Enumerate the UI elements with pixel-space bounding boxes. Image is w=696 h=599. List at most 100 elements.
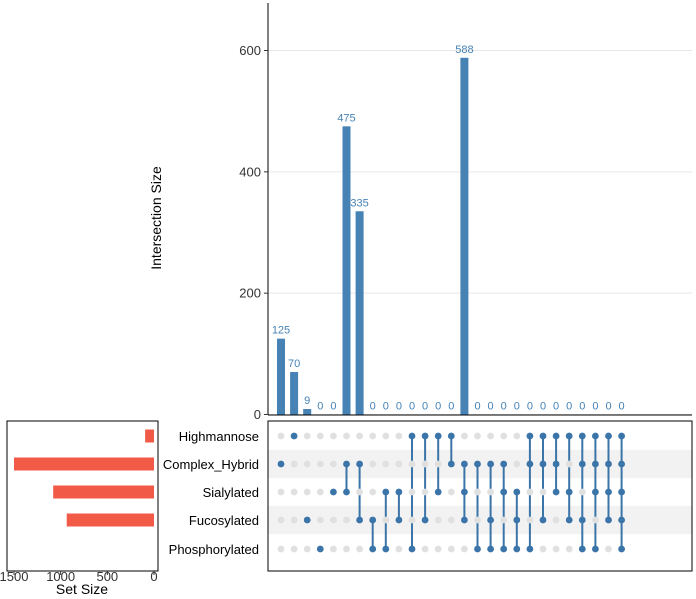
matrix-dot-inactive — [474, 516, 481, 524]
intersection-bar — [303, 409, 312, 415]
intersection-y-tick-label: 0 — [254, 407, 261, 422]
matrix-dot-inactive — [343, 545, 350, 553]
matrix-dot-active — [421, 432, 429, 440]
matrix-dot-active — [487, 460, 494, 468]
matrix-dot-active — [513, 488, 521, 496]
matrix-dot-inactive — [303, 488, 311, 496]
matrix-dot-active — [539, 516, 547, 524]
matrix-dot-active — [578, 516, 586, 524]
set-size-bar — [66, 513, 154, 527]
matrix-dots — [277, 432, 625, 553]
matrix-dot-inactive — [330, 432, 337, 440]
matrix-dot-active — [513, 545, 521, 553]
matrix-dot-inactive — [526, 516, 534, 524]
matrix-dot-inactive — [356, 545, 363, 553]
set-label: Highmannose — [179, 429, 259, 444]
matrix-dot-inactive — [447, 545, 455, 553]
matrix-dot-inactive — [474, 488, 481, 496]
set-size-x-axis: 1500 1000 500 0 — [0, 569, 158, 584]
intersection-bar-label: 0 — [592, 401, 598, 413]
intersection-matrix — [267, 420, 693, 572]
intersection-bar-label: 588 — [455, 44, 473, 56]
matrix-dot-active — [474, 460, 481, 468]
matrix-border — [267, 420, 693, 572]
set-size-x-tick-label: 1500 — [0, 569, 28, 584]
intersection-y-tick-label: 200 — [239, 286, 261, 301]
intersection-bar-label: 0 — [409, 401, 415, 413]
matrix-dot-inactive — [447, 516, 455, 524]
matrix-dot-inactive — [487, 432, 494, 440]
matrix-dot-inactive — [356, 432, 363, 440]
intersection-bar-label: 0 — [317, 401, 323, 413]
matrix-dot-inactive — [539, 545, 547, 553]
intersection-bar-label: 9 — [304, 395, 310, 407]
matrix-dot-active — [618, 488, 625, 496]
matrix-dot-active — [421, 516, 429, 524]
matrix-dot-active — [618, 516, 625, 524]
matrix-dot-inactive — [421, 460, 429, 468]
matrix-dot-active — [356, 460, 363, 468]
intersection-bar-label: 0 — [435, 401, 441, 413]
set-size-x-tick-label: 0 — [150, 569, 157, 584]
matrix-dot-active — [565, 516, 573, 524]
intersection-bar-label: 335 — [350, 197, 368, 209]
matrix-dot-active — [618, 545, 625, 553]
matrix-dot-active — [618, 460, 625, 468]
matrix-dot-active — [277, 460, 285, 468]
matrix-dot-inactive — [434, 545, 442, 553]
intersection-bar-label: 0 — [474, 401, 480, 413]
set-size-axis-title: Set Size — [56, 581, 108, 597]
matrix-dot-active — [474, 545, 481, 553]
matrix-dot-inactive — [330, 545, 337, 553]
matrix-dot-active — [605, 432, 612, 440]
intersection-bar — [342, 126, 351, 415]
matrix-dot-active — [395, 516, 403, 524]
matrix-dot-inactive — [382, 432, 390, 440]
matrix-dot-inactive — [303, 545, 311, 553]
matrix-dot-inactive — [356, 488, 363, 496]
matrix-dot-inactive — [343, 516, 350, 524]
matrix-dot-inactive — [513, 432, 521, 440]
matrix-dot-inactive — [316, 460, 324, 468]
set-size-bar — [145, 429, 154, 443]
matrix-dot-inactive — [447, 488, 455, 496]
set-size-bar — [53, 485, 155, 499]
matrix-dot-active — [605, 460, 612, 468]
intersection-bar-label: 0 — [370, 401, 376, 413]
intersection-bars — [277, 57, 469, 415]
intersection-bar-label: 0 — [527, 401, 533, 413]
matrix-dot-inactive — [526, 488, 534, 496]
matrix-dot-inactive — [461, 545, 468, 553]
intersection-bar — [355, 211, 364, 415]
matrix-dot-inactive — [421, 488, 429, 496]
matrix-dot-active — [605, 516, 612, 524]
matrix-dot-active — [316, 545, 324, 553]
matrix-dot-active — [408, 545, 416, 553]
matrix-dot-active — [592, 460, 599, 468]
matrix-dot-inactive — [330, 460, 337, 468]
intersection-bar-label: 0 — [422, 401, 428, 413]
matrix-dot-inactive — [434, 516, 442, 524]
intersection-bar-label: 0 — [448, 401, 454, 413]
matrix-dot-active — [526, 432, 534, 440]
matrix-dot-inactive — [395, 432, 403, 440]
matrix-dot-active — [526, 545, 534, 553]
matrix-dot-inactive — [461, 432, 468, 440]
matrix-dot-active — [395, 488, 403, 496]
matrix-dot-active — [461, 460, 468, 468]
matrix-dot-inactive — [369, 432, 377, 440]
matrix-dot-inactive — [382, 516, 390, 524]
matrix-dot-inactive — [290, 488, 298, 496]
matrix-dot-inactive — [316, 488, 324, 496]
intersection-bar-label: 0 — [383, 401, 389, 413]
intersection-bar-label: 70 — [288, 358, 300, 370]
matrix-dot-active — [500, 545, 508, 553]
matrix-dot-inactive — [316, 432, 324, 440]
matrix-dot-active — [382, 488, 390, 496]
matrix-dot-active — [356, 516, 363, 524]
matrix-dot-inactive — [343, 432, 350, 440]
matrix-dot-inactive — [316, 516, 324, 524]
